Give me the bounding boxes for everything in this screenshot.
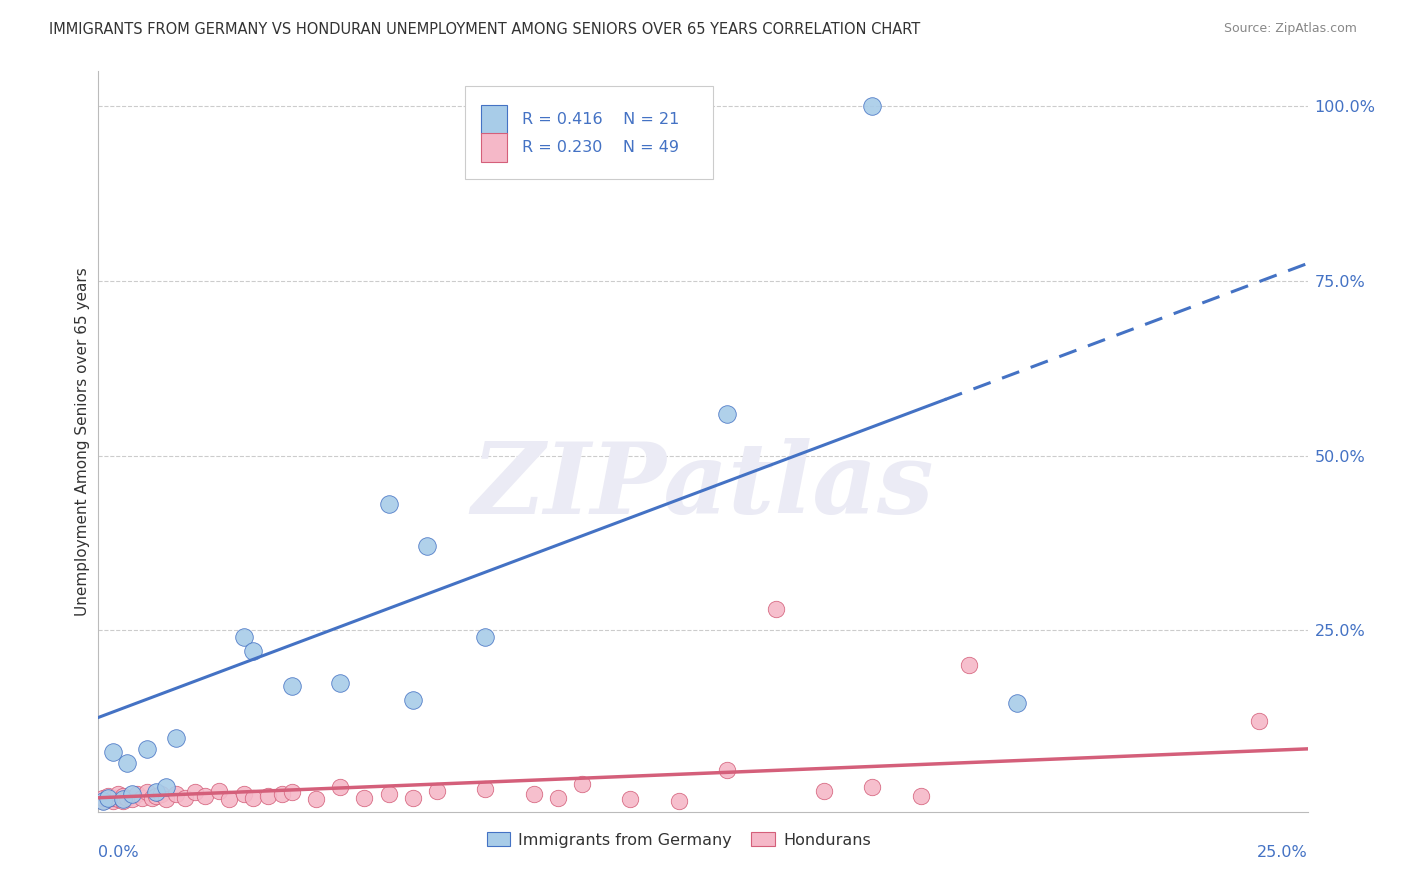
Point	[716, 407, 738, 421]
Point	[765, 602, 787, 616]
Point	[523, 787, 546, 801]
Text: IMMIGRANTS FROM GERMANY VS HONDURAN UNEMPLOYMENT AMONG SENIORS OVER 65 YEARS COR: IMMIGRANTS FROM GERMANY VS HONDURAN UNEM…	[49, 22, 921, 37]
Point	[165, 731, 187, 746]
Point	[305, 792, 328, 806]
Point	[107, 787, 129, 801]
Point	[145, 785, 167, 799]
Point	[1249, 714, 1271, 728]
Point	[619, 792, 641, 806]
Point	[416, 539, 439, 553]
FancyBboxPatch shape	[481, 133, 508, 162]
Point	[377, 497, 399, 511]
Point	[910, 789, 932, 804]
Point	[813, 784, 835, 798]
Point	[91, 794, 114, 808]
Text: Source: ZipAtlas.com: Source: ZipAtlas.com	[1223, 22, 1357, 36]
Point	[107, 792, 129, 806]
Point	[111, 794, 134, 808]
Point	[155, 792, 177, 806]
Text: R = 0.230    N = 49: R = 0.230 N = 49	[522, 140, 679, 155]
Point	[97, 790, 120, 805]
Point	[547, 790, 569, 805]
Point	[218, 792, 240, 806]
Text: 0.0%: 0.0%	[98, 845, 139, 860]
Point	[117, 790, 139, 805]
Point	[101, 790, 124, 805]
Text: 25.0%: 25.0%	[1257, 845, 1308, 860]
Point	[242, 790, 264, 805]
Point	[91, 794, 114, 808]
Point	[150, 787, 173, 801]
Point	[111, 789, 134, 804]
Point	[165, 787, 187, 801]
Point	[402, 693, 425, 707]
Point	[377, 787, 399, 801]
Point	[121, 792, 143, 806]
Point	[174, 790, 197, 805]
Point	[474, 630, 496, 644]
Point	[402, 790, 425, 805]
Text: R = 0.416    N = 21: R = 0.416 N = 21	[522, 112, 679, 127]
Point	[353, 790, 375, 805]
Point	[101, 745, 124, 759]
Point	[242, 644, 264, 658]
Point	[474, 782, 496, 797]
Point	[329, 780, 352, 795]
Point	[281, 679, 304, 693]
Point	[111, 792, 134, 806]
Point	[329, 675, 352, 690]
Point	[571, 777, 593, 791]
Point	[131, 790, 153, 805]
FancyBboxPatch shape	[465, 87, 713, 178]
Point	[101, 794, 124, 808]
Point	[135, 785, 157, 799]
Point	[121, 787, 143, 801]
Point	[155, 780, 177, 795]
Legend: Immigrants from Germany, Hondurans: Immigrants from Germany, Hondurans	[481, 826, 877, 854]
Point	[208, 784, 231, 798]
Point	[141, 790, 163, 805]
Point	[1007, 697, 1029, 711]
Point	[184, 785, 207, 799]
FancyBboxPatch shape	[481, 104, 508, 135]
Point	[256, 789, 278, 804]
Point	[426, 784, 449, 798]
Point	[127, 787, 149, 801]
Point	[860, 780, 883, 795]
Point	[97, 792, 120, 806]
Point	[281, 785, 304, 799]
Point	[97, 789, 120, 804]
Point	[716, 763, 738, 777]
Point	[91, 790, 114, 805]
Point	[135, 742, 157, 756]
Point	[117, 756, 139, 770]
Point	[860, 99, 883, 113]
Y-axis label: Unemployment Among Seniors over 65 years: Unemployment Among Seniors over 65 years	[75, 268, 90, 615]
Point	[232, 787, 254, 801]
Point	[668, 794, 690, 808]
Point	[194, 789, 217, 804]
Point	[271, 787, 294, 801]
Text: ZIPatlas: ZIPatlas	[472, 438, 934, 534]
Point	[232, 630, 254, 644]
Point	[957, 658, 980, 673]
Point	[145, 789, 167, 804]
